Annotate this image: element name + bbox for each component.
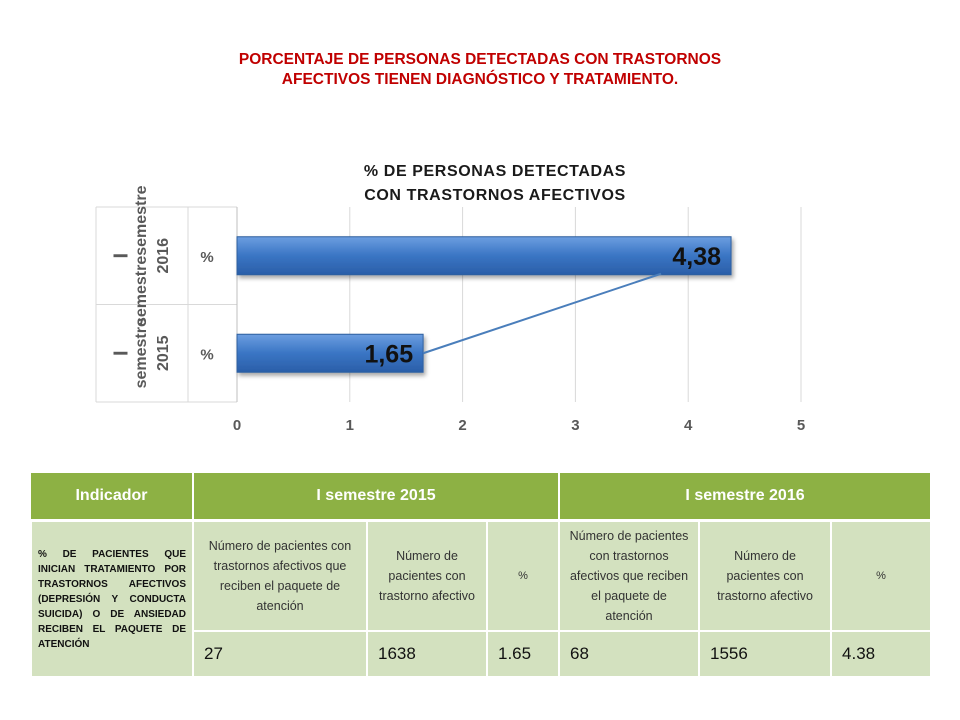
label-layer: 0 1 2 3 4 5% I semestresemestre 2016 4,38% I semest… (110, 185, 805, 434)
col-2016-pacientes-paquete: Número de pacientes con trastornos afect… (558, 519, 701, 632)
group-label-line3: 2015 (155, 335, 172, 371)
col-2016-pacientes-trastorno: Número de pacientes con trastorno afecti… (698, 519, 833, 632)
data-label: 4,38 (672, 243, 721, 271)
x-tick-label: 1 (346, 417, 354, 434)
page-title-line1: PORCENTAJE DE PERSONAS DETECTADAS CON TR… (238, 51, 722, 68)
x-tick-label: 0 (233, 417, 241, 434)
value-2015-trastorno: 1638 (366, 630, 488, 678)
value-2016-paquete: 68 (558, 630, 701, 678)
col-2015-pacientes-trastorno: Número de pacientes con trastorno afecti… (366, 519, 488, 632)
col-2015-porcentaje: % (485, 519, 561, 632)
trend-line (422, 272, 662, 355)
table-row: 27 1638 1.65 68 1556 4.38 (31, 630, 933, 678)
header-indicador: Indicador (31, 473, 194, 522)
chart-title-line1: % DE PERSONAS DETECTADAS (363, 163, 627, 180)
axis-layer (95, 206, 238, 403)
category-sub-label: % (200, 346, 213, 363)
bar-2015 (236, 333, 424, 373)
header-semestre-2015: I semestre 2015 (193, 473, 561, 522)
bar-layer (236, 236, 732, 373)
page-title-line2: AFECTIVOS TIENEN DIAGNÓSTICO Y TRATAMIEN… (281, 71, 679, 88)
value-2016-porcentaje: 4.38 (830, 630, 933, 678)
x-tick-label: 2 (458, 417, 466, 434)
header-semestre-2016: I semestre 2016 (559, 473, 933, 522)
value-2015-paquete: 27 (192, 630, 368, 678)
page-title: PORCENTAJE DE PERSONAS DETECTADAS CON TR… (0, 50, 960, 90)
chart-title-line2: CON TRASTORNOS AFECTIVOS (364, 187, 626, 204)
value-2016-trastorno: 1556 (698, 630, 833, 678)
bar-chart: 0 1 2 3 4 5% I semestresemestre 2016 4,38% I semest… (95, 185, 805, 434)
bar-2016 (236, 236, 732, 276)
group-label-line1: I (110, 253, 132, 259)
group-label-line2: semestresemestre (133, 185, 150, 326)
chart-title: % DE PERSONAS DETECTADAS CON TRASTORNOS … (250, 160, 740, 208)
table-header-row: Indicador I semestre 2015 I semestre 201… (31, 473, 933, 522)
x-tick-label: 3 (571, 417, 579, 434)
col-2016-porcentaje: % (830, 519, 933, 632)
value-2015-porcentaje: 1.65 (485, 630, 561, 678)
x-tick-label: 4 (684, 417, 693, 434)
category-sub-label: % (200, 249, 213, 266)
data-label: 1,65 (364, 340, 413, 368)
indicator-description: % DE PACIENTES QUE INICIAN TRATAMIENTO P… (30, 519, 194, 678)
table-subheader-row: % DE PACIENTES QUE INICIAN TRATAMIENTO P… (30, 519, 933, 678)
x-tick-label: 5 (797, 417, 805, 434)
indicator-table: Indicador I semestre 2015 I semestre 201… (30, 473, 933, 678)
group-label-line1: I (110, 350, 132, 356)
group-label-line2: semestre (133, 318, 150, 388)
col-2015-pacientes-paquete: Número de pacientes con trastornos afect… (192, 519, 368, 632)
group-label-line3: 2016 (155, 238, 172, 274)
